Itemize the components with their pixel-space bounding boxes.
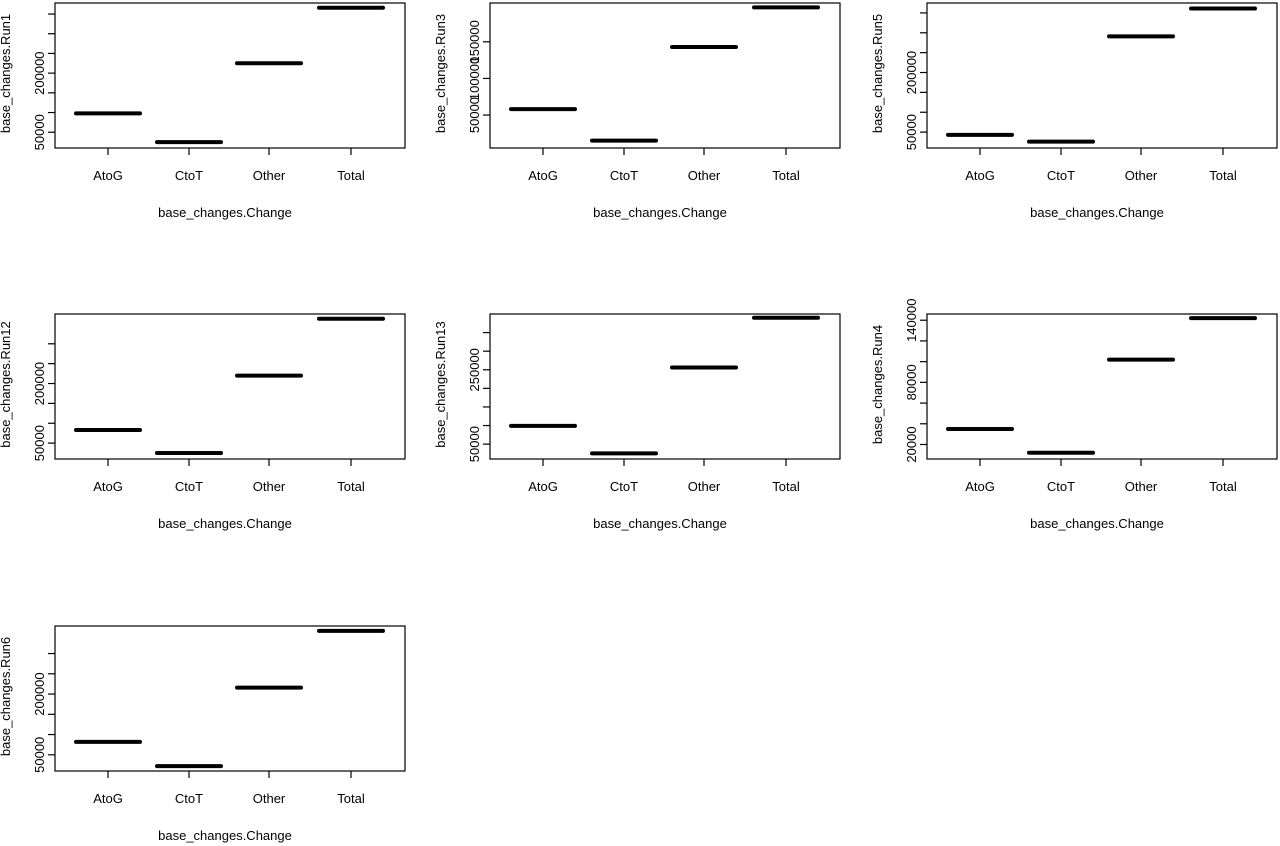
x-tick-label: Total bbox=[337, 791, 365, 806]
x-tick-label: Total bbox=[1209, 479, 1237, 494]
x-axis-title: base_changes.Change bbox=[158, 205, 292, 220]
x-axis-title: base_changes.Change bbox=[1030, 205, 1164, 220]
x-tick-label: AtoG bbox=[965, 479, 995, 494]
y-tick-label: 20000 bbox=[904, 426, 919, 462]
y-tick-label: 50000 bbox=[904, 114, 919, 150]
y-tick-label: 50000 bbox=[32, 737, 47, 773]
plot-frame bbox=[54, 625, 406, 772]
plot-frame bbox=[926, 2, 1278, 149]
y-axis-title: base_changes.Run1 bbox=[0, 14, 13, 133]
y-tick-label: 200000 bbox=[32, 51, 47, 94]
x-tick-label: Other bbox=[1125, 479, 1158, 494]
x-tick-label: Other bbox=[253, 791, 286, 806]
x-tick-label: Total bbox=[772, 479, 800, 494]
x-axis-title: base_changes.Change bbox=[158, 516, 292, 531]
y-axis-title: base_changes.Run5 bbox=[870, 14, 885, 133]
y-tick-label: 50000 bbox=[32, 114, 47, 150]
plot-frame bbox=[926, 313, 1278, 460]
y-tick-label: 200000 bbox=[32, 672, 47, 715]
x-tick-label: Other bbox=[688, 479, 721, 494]
y-tick-label: 50000 bbox=[467, 426, 482, 462]
x-tick-label: Other bbox=[253, 168, 286, 183]
y-axis-title: base_changes.Run12 bbox=[0, 321, 13, 448]
y-tick-label: 140000 bbox=[904, 299, 919, 342]
y-axis-title: base_changes.Run4 bbox=[870, 325, 885, 444]
x-axis-title: base_changes.Change bbox=[158, 828, 292, 843]
y-tick-label: 80000 bbox=[904, 364, 919, 400]
x-tick-label: Other bbox=[253, 479, 286, 494]
x-axis-title: base_changes.Change bbox=[593, 516, 727, 531]
x-tick-label: AtoG bbox=[528, 168, 558, 183]
x-tick-label: CtoT bbox=[610, 479, 638, 494]
y-tick-label: 100000 bbox=[467, 57, 482, 100]
x-tick-label: AtoG bbox=[528, 479, 558, 494]
x-tick-label: CtoT bbox=[175, 791, 203, 806]
x-tick-label: Total bbox=[1209, 168, 1237, 183]
y-axis-title: base_changes.Run13 bbox=[433, 321, 448, 448]
x-tick-label: AtoG bbox=[93, 791, 123, 806]
plot-frame bbox=[489, 313, 841, 460]
chart-panel-4: 50000 200000 AtoG CtoT Other Total base_change… bbox=[0, 313, 406, 531]
y-axis-title: base_changes.Run6 bbox=[0, 637, 13, 756]
x-tick-label: CtoT bbox=[175, 168, 203, 183]
x-axis-title: base_changes.Change bbox=[593, 205, 727, 220]
y-tick-label: 50000 bbox=[467, 97, 482, 133]
y-tick-label: 250000 bbox=[467, 348, 482, 391]
x-tick-label: CtoT bbox=[1047, 168, 1075, 183]
y-tick-label: 50000 bbox=[32, 425, 47, 461]
chart-panel-3: 50000 200000 AtoG CtoT Other Total base_change… bbox=[870, 2, 1278, 220]
plot-frame bbox=[54, 313, 406, 460]
x-tick-label: CtoT bbox=[1047, 479, 1075, 494]
plot-frame bbox=[54, 2, 406, 149]
plot-frame bbox=[489, 2, 841, 149]
y-tick-label: 150000 bbox=[467, 20, 482, 63]
chart-panel-6: 20000 80000 140000 AtoG CtoT Other Total base_c… bbox=[870, 299, 1278, 531]
x-tick-label: Total bbox=[772, 168, 800, 183]
x-tick-label: Other bbox=[1125, 168, 1158, 183]
x-tick-label: CtoT bbox=[175, 479, 203, 494]
chart-panel-1: 50000 200000 AtoG CtoT Other Total base_change… bbox=[0, 2, 406, 220]
x-tick-label: Total bbox=[337, 479, 365, 494]
x-axis-title: base_changes.Change bbox=[1030, 516, 1164, 531]
x-tick-label: AtoG bbox=[965, 168, 995, 183]
x-tick-label: Total bbox=[337, 168, 365, 183]
y-tick-label: 200000 bbox=[32, 362, 47, 405]
chart-panel-5: 50000 250000 AtoG CtoT Other Total base_change… bbox=[433, 313, 841, 531]
y-axis-title: base_changes.Run3 bbox=[433, 14, 448, 133]
chart-panel-7: 50000 200000 AtoG CtoT Other Total base_change… bbox=[0, 625, 406, 843]
y-tick-label: 200000 bbox=[904, 51, 919, 94]
x-tick-label: AtoG bbox=[93, 168, 123, 183]
x-tick-label: AtoG bbox=[93, 479, 123, 494]
x-tick-label: CtoT bbox=[610, 168, 638, 183]
x-tick-label: Other bbox=[688, 168, 721, 183]
